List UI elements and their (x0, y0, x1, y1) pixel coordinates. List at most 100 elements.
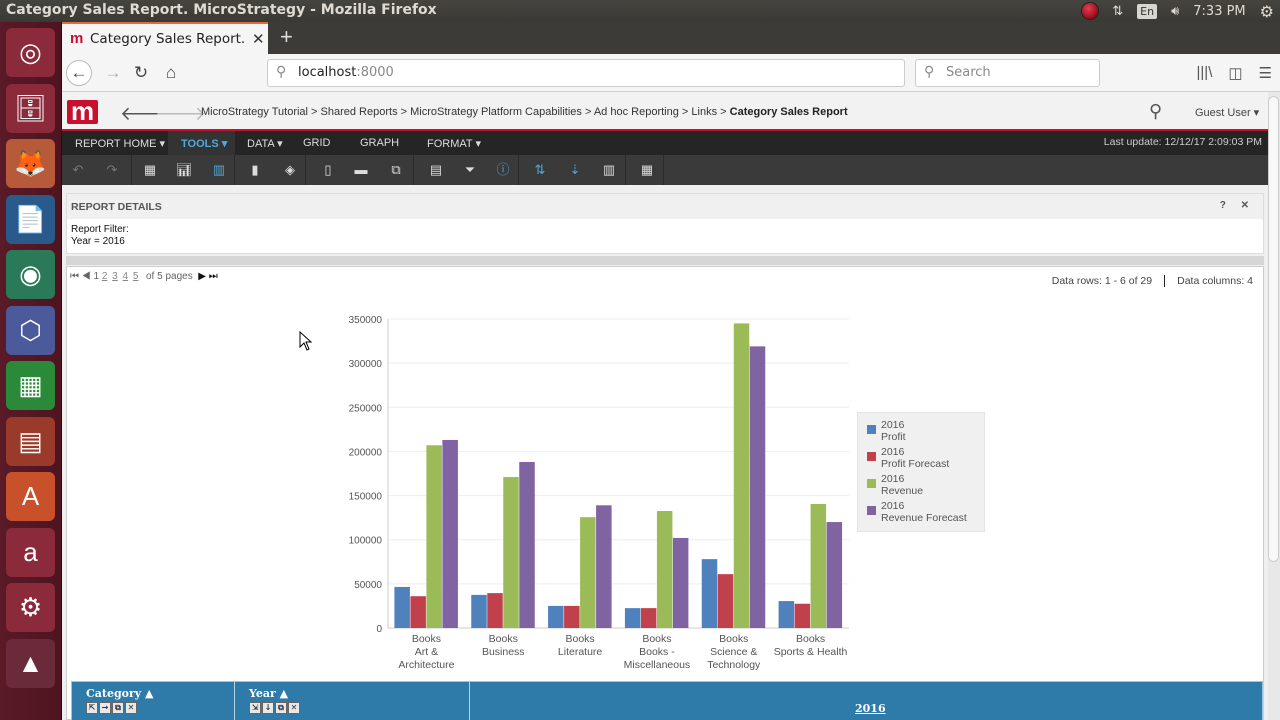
home-button[interactable]: ⌂ (165, 63, 177, 82)
filter-icon[interactable]: ⏷ (464, 162, 476, 177)
grid-view-icon[interactable]: ▦ (143, 162, 157, 177)
menu-tools[interactable]: TOOLS ▾ (168, 131, 235, 155)
breadcrumb-item[interactable]: > Shared Reports (311, 106, 398, 118)
bar[interactable] (810, 503, 827, 628)
category-column-header[interactable]: Category ▲ ⇱ → ⧉ ✕ (72, 682, 235, 720)
previous-page-icon[interactable]: ◀ (81, 271, 91, 282)
breadcrumb-item[interactable]: MicroStrategy Tutorial (201, 106, 308, 118)
graph-view-icon[interactable]: 📊︎ (175, 162, 193, 177)
app-search-icon[interactable]: ⚲ (1149, 101, 1163, 121)
launcher-software-center-icon[interactable]: A (6, 472, 55, 521)
launcher-libreoffice-impress-icon[interactable]: ▤ (6, 416, 55, 466)
page-link[interactable]: 4 (122, 271, 129, 282)
bar[interactable] (410, 596, 426, 628)
volume-icon[interactable]: 🔊︎ (1171, 3, 1180, 19)
app-forward-arrow-icon[interactable]: 🡒 (155, 104, 206, 125)
microstrategy-logo[interactable]: m (67, 98, 98, 124)
launcher-libreoffice-writer-icon[interactable]: 📄 (6, 194, 55, 244)
page-link[interactable]: 5 (132, 271, 139, 282)
keyboard-layout-indicator[interactable]: En (1137, 3, 1158, 19)
bar[interactable] (778, 601, 795, 628)
pivot-icon[interactable]: ⧉ (112, 702, 124, 714)
page-link[interactable]: 2 (101, 271, 108, 282)
eraser-icon[interactable]: ◈ (285, 162, 295, 177)
breadcrumb-item[interactable]: > Links (681, 106, 718, 118)
bar[interactable] (596, 505, 612, 628)
menu-graph[interactable]: GRAPH (360, 137, 400, 149)
network-icon[interactable]: ⇅ (1112, 3, 1124, 19)
launcher-files-icon[interactable]: 🗄 (6, 83, 55, 133)
subtotals-icon[interactable]: ▤ (429, 162, 443, 177)
record-indicator-icon[interactable] (1082, 3, 1099, 19)
legend-item[interactable]: 2016 Profit (858, 413, 984, 443)
url-bar[interactable]: ⚲ localhost:8000 (267, 59, 905, 87)
first-page-icon[interactable]: ⏮ (70, 271, 79, 282)
pivot-icon[interactable]: ⇅ (534, 162, 546, 177)
grid-graph-view-icon[interactable]: ▥ (212, 162, 226, 177)
grid-help-icon[interactable]: ▦ (640, 162, 654, 177)
report-objects-icon[interactable]: ▯ (324, 162, 332, 177)
close-tab-icon[interactable]: ✕ (252, 30, 265, 48)
bar[interactable] (471, 594, 487, 628)
reload-button[interactable]: ↻ (133, 63, 149, 82)
menu-format[interactable]: FORMAT ▾ (427, 138, 482, 150)
help-icon[interactable]: ? (1219, 200, 1232, 211)
legend-item[interactable]: 2016 Revenue Forecast (858, 494, 984, 524)
year-2016-header-link[interactable]: 2016 (855, 702, 886, 715)
back-button[interactable]: ← (66, 60, 92, 86)
chart-format-icon[interactable]: ▥ (602, 162, 616, 177)
year-column-header[interactable]: Year ▲ ⇲ ↓ ⧉ ✕ (235, 682, 470, 720)
bar[interactable] (564, 605, 580, 628)
library-icon[interactable]: |||\ (1196, 64, 1213, 81)
close-details-icon[interactable]: ✕ (1240, 200, 1255, 211)
hamburger-menu-icon[interactable]: ☰ (1258, 65, 1272, 82)
bar[interactable] (426, 445, 442, 628)
pivot-icon[interactable]: ⧉ (275, 702, 287, 714)
remove-icon[interactable]: ✕ (125, 702, 137, 714)
forward-button[interactable]: → (104, 63, 122, 82)
redo-icon[interactable]: ↷ (106, 162, 118, 177)
pivot-to-rows-icon[interactable]: ⇱ (86, 702, 98, 714)
bar[interactable] (717, 574, 734, 628)
sort-ascending-icon[interactable]: ▲ (145, 687, 154, 700)
browser-tab-active[interactable]: m Category Sales Report. M ✕ (62, 22, 268, 54)
undo-icon[interactable]: ↶ (72, 162, 84, 177)
browser-search-input[interactable]: ⚲ Search (915, 59, 1100, 87)
last-page-icon[interactable]: ⏭ (208, 271, 218, 282)
launcher-firefox-icon[interactable]: 🦊 (6, 139, 55, 188)
launcher-libreoffice-calc-icon[interactable]: ▦ (6, 361, 55, 410)
launcher-system-settings-icon[interactable]: ⚙ (6, 583, 55, 632)
legend-item[interactable]: 2016 Profit Forecast (858, 440, 984, 470)
move-down-icon[interactable]: ↓ (262, 702, 274, 714)
sort-ascending-icon[interactable]: ▲ (279, 687, 289, 700)
clock[interactable]: 7:33 PM (1193, 3, 1246, 19)
copy-icon[interactable]: ⧉ (391, 162, 401, 177)
bar[interactable] (733, 323, 750, 628)
bar[interactable] (442, 439, 458, 628)
remove-icon[interactable]: ✕ (288, 702, 300, 714)
launcher-amazon-icon[interactable]: a (6, 527, 55, 577)
page-link[interactable]: 3 (112, 271, 118, 282)
bar[interactable] (640, 608, 657, 628)
page-icon[interactable]: ▮ (251, 162, 259, 177)
bar[interactable] (519, 462, 535, 628)
page-scrollbar-thumb[interactable] (1268, 96, 1279, 562)
info-icon[interactable]: ⓘ (496, 162, 510, 177)
breadcrumb-item[interactable]: > Ad hoc Reporting (584, 106, 679, 118)
sidebar-icon[interactable]: ◫ (1228, 65, 1243, 82)
power-gear-icon[interactable]: ⚙ (1259, 1, 1274, 21)
bar[interactable] (394, 586, 410, 628)
bar[interactable] (749, 346, 766, 628)
move-right-icon[interactable]: → (99, 702, 111, 714)
launcher-vlc-stack-icon[interactable]: ▲ (6, 638, 55, 688)
user-menu[interactable]: Guest User ▾ (1195, 107, 1260, 119)
bar[interactable] (503, 477, 519, 628)
bar[interactable] (580, 517, 596, 628)
next-page-icon[interactable]: ▶ (198, 271, 206, 282)
menu-report-home[interactable]: REPORT HOME ▾ (75, 138, 166, 150)
menu-data[interactable]: DATA ▾ (247, 138, 283, 150)
bar[interactable] (624, 608, 641, 628)
bar[interactable] (672, 537, 689, 628)
pivot-to-columns-icon[interactable]: ⇲ (249, 702, 261, 714)
bar[interactable] (794, 603, 811, 628)
